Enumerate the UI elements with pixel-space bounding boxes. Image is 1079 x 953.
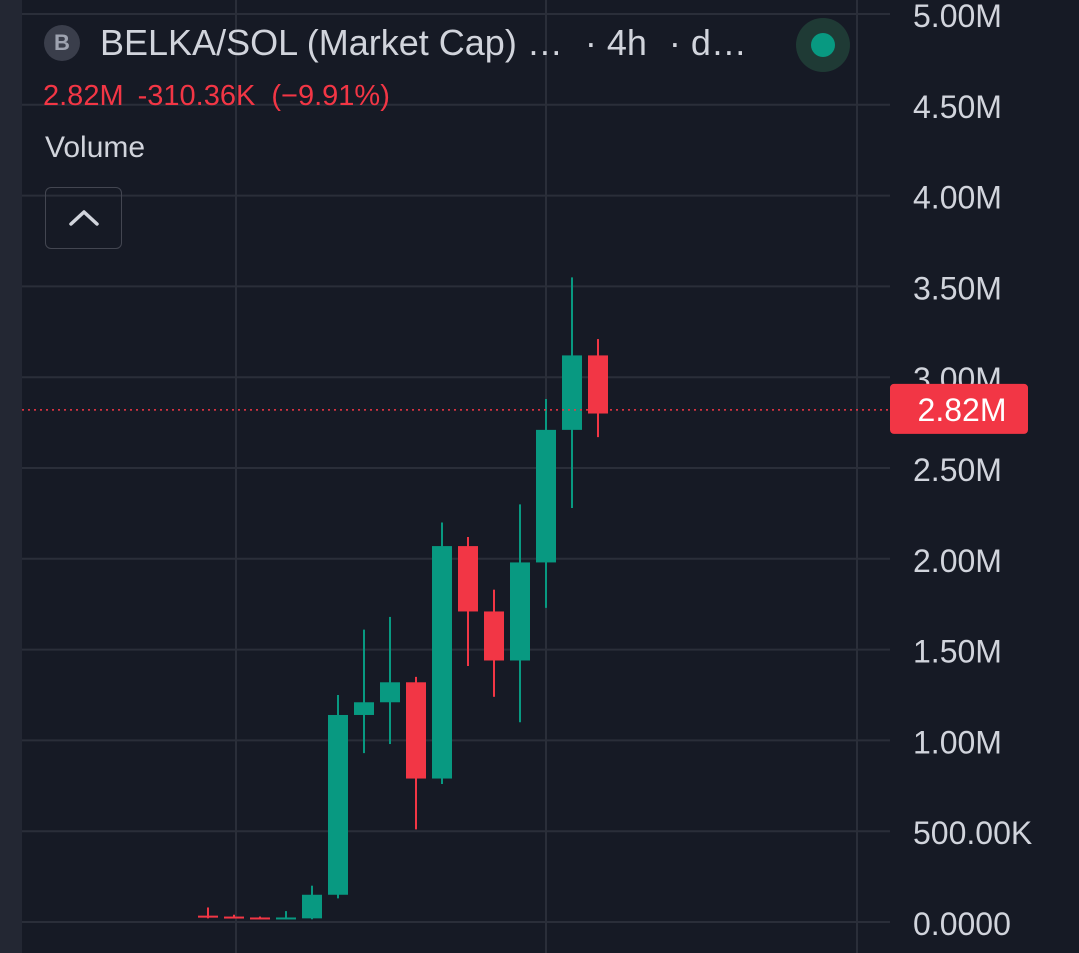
source-label[interactable]: · d…	[668, 22, 747, 63]
y-tick-label: 500.00K	[913, 815, 1032, 851]
candle-body-down[interactable]	[406, 682, 426, 779]
y-axis-labels: 0.0000500.00K1.00M1.50M2.00M2.50M3.00M3.…	[913, 0, 1032, 942]
candle-body-up[interactable]	[354, 702, 374, 715]
symbol-title[interactable]: BELKA/SOL (Market Cap) …	[100, 22, 563, 63]
last-price-tag-bg	[890, 383, 1028, 434]
chevron-up-icon	[68, 210, 99, 226]
collapse-indicators-button[interactable]	[45, 187, 122, 249]
candle-body-down[interactable]	[588, 355, 608, 414]
candle-body-up[interactable]	[380, 682, 400, 703]
candle-body-up[interactable]	[510, 562, 530, 661]
last-price-tag-label: 2.82M	[918, 392, 1007, 428]
symbol-badge-icon: B	[44, 25, 80, 61]
candle-body-up[interactable]	[328, 714, 348, 895]
y-tick-label: 0.0000	[913, 906, 1011, 942]
y-tick-label: 2.50M	[913, 452, 1002, 488]
candle-body-down[interactable]	[250, 917, 270, 920]
market-status-button[interactable]	[796, 18, 850, 72]
interval-label[interactable]: · 4h	[584, 22, 647, 63]
price-change-value: -310.36K	[137, 80, 256, 112]
candle-body-up[interactable]	[432, 546, 452, 779]
y-tick-label: 5.00M	[913, 0, 1002, 34]
y-tick-label: 1.50M	[913, 634, 1002, 670]
candles	[198, 277, 608, 920]
y-tick-label: 4.00M	[913, 180, 1002, 216]
horizontal-grid	[22, 13, 890, 923]
candle-body-down[interactable]	[484, 611, 504, 661]
candle-body-down[interactable]	[198, 915, 218, 918]
last-price-tag: 2.82M	[890, 383, 1028, 434]
candle-body-up[interactable]	[536, 429, 556, 563]
last-price-value: 2.82M	[43, 80, 124, 112]
volume-indicator-label[interactable]: Volume	[45, 131, 146, 164]
price-change-percent: (−9.91%)	[271, 80, 390, 112]
candle-body-up[interactable]	[562, 355, 582, 430]
y-tick-label: 1.00M	[913, 724, 1002, 760]
price-info-row: 2.82M -310.36K (−9.91%)	[43, 80, 390, 113]
candle-body-up[interactable]	[276, 917, 296, 920]
candle-body-down[interactable]	[224, 916, 244, 919]
candle-body-up[interactable]	[302, 894, 322, 919]
left-toolbar-strip	[0, 0, 22, 953]
chart-header[interactable]: B BELKA/SOL (Market Cap) … · 4h · d…	[44, 22, 747, 64]
y-tick-label: 4.50M	[913, 89, 1002, 125]
y-tick-label: 2.00M	[913, 543, 1002, 579]
y-tick-label: 3.50M	[913, 270, 1002, 306]
status-dot-icon	[811, 33, 835, 57]
candle-body-down[interactable]	[458, 546, 478, 612]
